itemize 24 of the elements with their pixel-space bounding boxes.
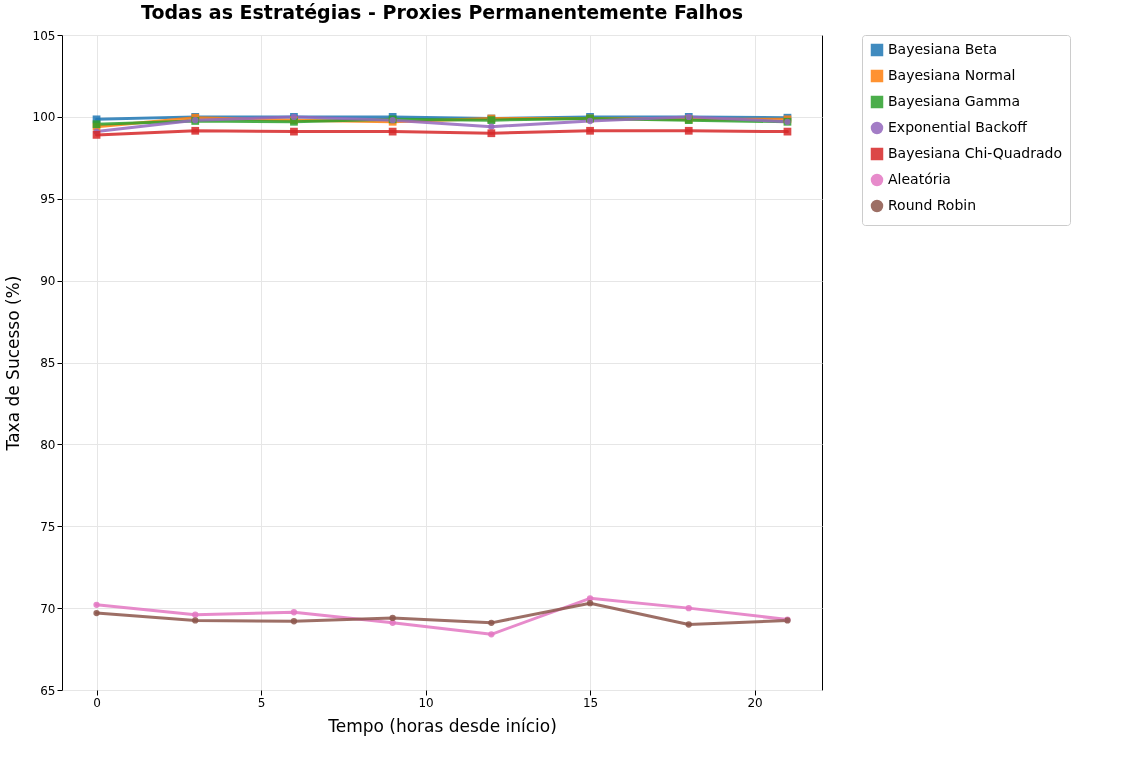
legend-label: Bayesiana Chi-Quadrado [888, 145, 1062, 161]
y-tick-label: 85 [40, 356, 56, 370]
legend-label: Bayesiana Normal [888, 67, 1016, 83]
y-tick-label: 105 [32, 28, 56, 43]
chart-title: Todas as Estratégias - Proxies Permanentemente Falhos [141, 1, 743, 23]
y-tick-label: 95 [40, 192, 56, 207]
y-tick-label: 80 [40, 437, 56, 452]
y-tick-label: 75 [40, 519, 56, 534]
x-tick-label: 20 [747, 695, 763, 710]
x-tick-label: 10 [418, 695, 434, 710]
y-tick-label: 70 [40, 601, 56, 616]
y-axis-title: Taxa de Sucesso (%) [2, 275, 23, 452]
y-tick-label: 100 [32, 110, 56, 125]
legend-label: Round Robin [888, 197, 977, 213]
legend-label: Bayesiana Beta [888, 41, 998, 57]
x-tick-label: 15 [582, 695, 599, 710]
legend-label: Aleatória [888, 171, 951, 187]
x-tick-label: 0 [93, 695, 101, 710]
legend-label: Exponential Backoff [888, 119, 1028, 135]
x-tick-label: 5 [257, 695, 266, 710]
y-tick-label: 90 [40, 274, 56, 289]
legend-label: Bayesiana Gamma [888, 93, 1021, 109]
x-axis-title: Tempo (horas desde início) [327, 715, 557, 736]
y-tick-label: 65 [40, 683, 56, 698]
